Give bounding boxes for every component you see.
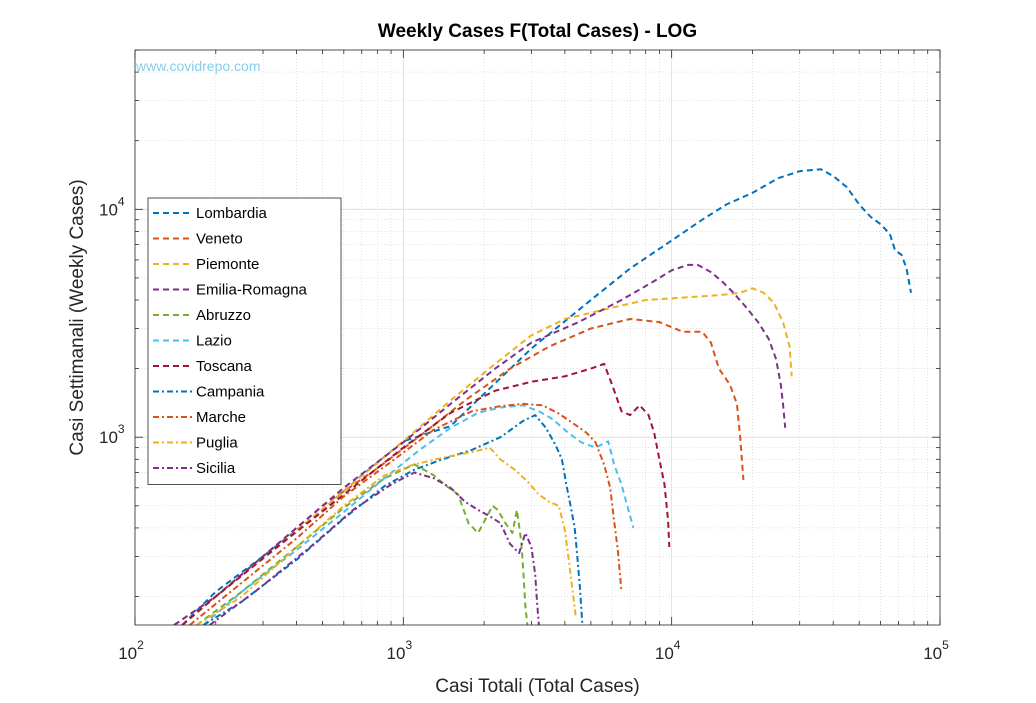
x-tick-exponent: 3 — [405, 638, 412, 652]
series-line-marche — [189, 402, 623, 625]
legend-box — [147, 197, 342, 485]
y-axis-label: Casi Settimanali (Weekly Cases) — [67, 179, 88, 455]
legend: Lombardia Veneto Piemonte Emilia-Romagna Abr… — [147, 197, 342, 485]
series-line-emilia-romagna — [173, 263, 787, 625]
x-axis-label: Casi Totali (Total Cases) — [435, 676, 640, 697]
plot-border — [134, 49, 941, 626]
chart-title: Weekly Cases F(Total Cases) - LOG — [378, 21, 697, 42]
series-line-campania — [202, 414, 584, 625]
x-tick-exponent: 5 — [942, 638, 949, 652]
legend-label: Toscana — [196, 358, 253, 375]
legend-label: Veneto — [196, 231, 243, 248]
y-tick-exponent: 3 — [118, 422, 125, 436]
legend-label: Marche — [196, 409, 246, 426]
series-line-veneto — [173, 318, 745, 625]
y-tick-exponent: 4 — [118, 194, 125, 208]
watermark: www.covidrepo.com — [135, 58, 261, 74]
series-line-abruzzo — [196, 463, 529, 625]
legend-label: Sicilia — [196, 460, 236, 477]
series-lines — [173, 168, 912, 625]
legend-label: Piemonte — [196, 256, 259, 273]
legend-label: Abruzzo — [196, 307, 251, 324]
series-line-lazio — [202, 404, 635, 625]
series-line-piemonte — [181, 287, 793, 625]
series-line-sicilia — [209, 471, 540, 625]
legend-label: Puglia — [196, 435, 238, 452]
series-line-puglia — [196, 446, 577, 625]
legend-label: Lombardia — [196, 205, 268, 222]
legend-label: Lazio — [196, 333, 232, 350]
legend-label: Campania — [196, 384, 265, 401]
legend-label: Emilia-Romagna — [196, 282, 308, 299]
x-tick-exponent: 2 — [137, 638, 144, 652]
x-tick-exponent: 4 — [674, 638, 681, 652]
series-line-toscana — [181, 362, 671, 625]
